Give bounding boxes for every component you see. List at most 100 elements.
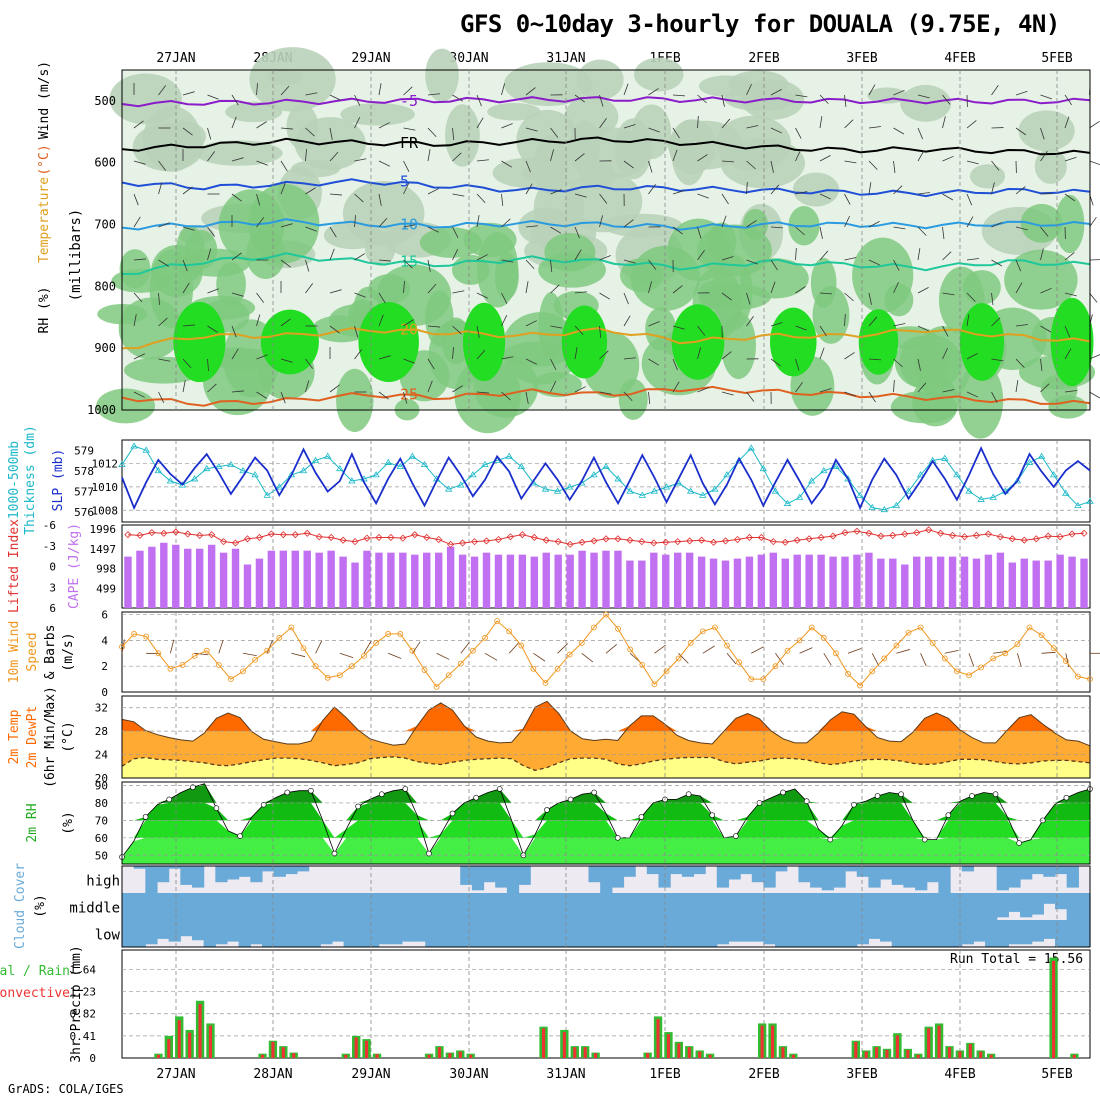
wind-speed-point xyxy=(119,643,125,650)
date-label-top: 2FEB xyxy=(748,51,779,66)
cloud-low-bar xyxy=(985,920,998,947)
cloud-low-bar xyxy=(868,920,881,939)
cape-bar xyxy=(1056,554,1064,608)
cape-bar xyxy=(327,550,335,608)
cloud-high-bar xyxy=(1020,866,1033,880)
wind-barb xyxy=(525,358,537,365)
lifted-point xyxy=(1044,532,1052,540)
wind-barb xyxy=(672,149,678,162)
cloud-low-bar xyxy=(600,920,613,947)
wind-speed-point xyxy=(300,645,307,652)
thickness-point xyxy=(711,485,719,492)
isotherm-line xyxy=(121,96,1091,108)
rh-mid-region xyxy=(425,48,459,102)
cape-bar xyxy=(1068,556,1076,608)
cloud-middle-bar xyxy=(495,893,508,920)
lifted-point xyxy=(542,536,550,544)
cloud-low-bar xyxy=(145,920,158,945)
date-label-bottom: 28JAN xyxy=(253,1067,292,1082)
cloud-high-bar xyxy=(250,866,263,883)
cloud-high-bar xyxy=(961,866,974,872)
cloud-low-bar xyxy=(1043,920,1056,939)
wind-barb xyxy=(623,83,629,96)
cloud-low-bar xyxy=(1066,920,1079,947)
wind-speed-point xyxy=(167,665,174,672)
cape-bar xyxy=(745,556,754,608)
wind-barb xyxy=(266,640,273,654)
wind-barb xyxy=(770,184,780,195)
cape-bar xyxy=(136,550,144,608)
cape-bar xyxy=(685,552,694,608)
wind-barb xyxy=(133,314,137,327)
cloud-high-bar xyxy=(588,866,601,883)
rh-mid-region xyxy=(267,68,303,86)
wind-barb xyxy=(476,325,480,338)
wind-barb xyxy=(991,317,1001,327)
wind-barb xyxy=(452,249,459,261)
thickness-point xyxy=(941,454,949,461)
wind-barb xyxy=(844,193,851,205)
wind-barb xyxy=(280,127,293,130)
wind-barb xyxy=(329,248,335,261)
rh-mid-region xyxy=(1018,110,1075,152)
wind-barb xyxy=(991,391,998,403)
rh-moist-region xyxy=(912,376,959,427)
wind-barb xyxy=(158,160,167,171)
rh-mid-region xyxy=(340,102,415,126)
wind-barb xyxy=(378,83,382,96)
wind-barb xyxy=(1015,380,1019,393)
cloud-high-bar xyxy=(226,866,240,880)
rh-moist-region xyxy=(118,297,183,360)
cloud-low-bar xyxy=(705,920,718,947)
wind-barb xyxy=(871,653,880,666)
wind-unit-label: (m/s) xyxy=(61,632,76,671)
cape-bar xyxy=(351,562,359,608)
precip-convective-bar xyxy=(208,1025,213,1058)
wind-barb xyxy=(672,190,685,195)
thickness-point xyxy=(892,501,901,509)
wind-barb xyxy=(968,653,975,667)
wind-barb xyxy=(795,358,800,371)
lifted-tick: -3 xyxy=(43,540,56,553)
wind-barb xyxy=(966,193,973,206)
wind-barb xyxy=(795,191,808,195)
wind-barb xyxy=(427,325,440,328)
wind-barb xyxy=(256,121,267,129)
cape-bar xyxy=(984,554,993,608)
cape-bar xyxy=(494,554,503,608)
cloud-middle-bar xyxy=(413,893,426,920)
cape-bar xyxy=(375,552,383,608)
cloud-high-bar xyxy=(611,866,625,888)
precip-convective-bar xyxy=(469,1054,473,1058)
wind-barb xyxy=(501,193,504,206)
rh-mid-region xyxy=(715,115,791,171)
wind-barb xyxy=(847,648,862,654)
wind-barbs-label: & Barbs xyxy=(43,625,58,680)
lifted-point xyxy=(363,534,371,542)
rh-point xyxy=(709,812,716,818)
rh-point xyxy=(921,836,928,843)
thickness-point xyxy=(614,475,622,482)
isotherm-line xyxy=(121,178,1091,198)
precip-convective-bar xyxy=(594,1053,598,1058)
wind-barb xyxy=(242,652,257,657)
cloud-low-bar xyxy=(880,920,893,942)
wind-barb xyxy=(844,257,857,261)
wind-barb xyxy=(697,193,709,199)
cape-bar xyxy=(279,550,288,608)
wind-barb xyxy=(1040,150,1048,162)
wind-barb xyxy=(893,358,903,368)
thickness-point xyxy=(1062,489,1070,496)
wind-barb xyxy=(1015,226,1028,231)
cloud-middle-bar xyxy=(1008,893,1021,912)
wind-barb xyxy=(501,123,513,129)
cloud-low-bar xyxy=(926,920,939,947)
wind-barb xyxy=(525,160,531,173)
isotherm-line xyxy=(121,327,1091,350)
lifted-point xyxy=(291,531,299,539)
wind-barb xyxy=(819,116,823,129)
precip-convective-bar xyxy=(427,1054,431,1058)
wind-barb xyxy=(525,127,538,132)
wind-barb xyxy=(942,155,954,162)
temp-line xyxy=(121,700,1091,747)
